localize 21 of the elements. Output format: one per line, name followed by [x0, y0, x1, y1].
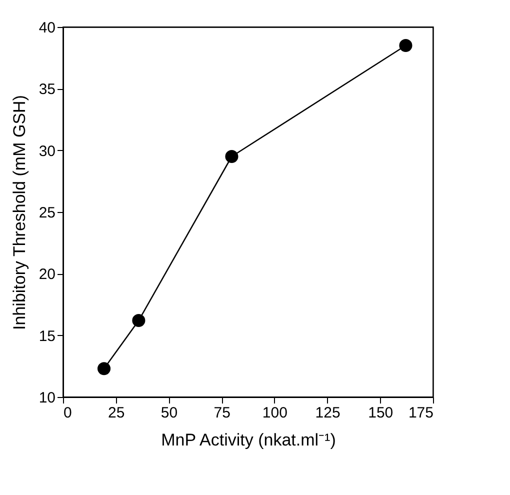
- y-tick-label: 35: [38, 81, 56, 98]
- point: [132, 314, 146, 328]
- y-tick-label: 40: [38, 20, 56, 36]
- x-tick-label: 150: [368, 404, 394, 422]
- x-axis-title: MnP Activity (nkat.ml⁻¹): [161, 430, 336, 450]
- y-tick-label: 15: [38, 328, 56, 345]
- y-tick-label: 30: [38, 142, 56, 160]
- point: [98, 362, 111, 376]
- x-tick-label: 75: [214, 404, 230, 422]
- x-tick-label: 125: [315, 404, 340, 422]
- y-tick-label: 25: [38, 204, 56, 222]
- x-tick-label: 50: [160, 404, 178, 422]
- x-tick-label: 100: [262, 404, 288, 422]
- y-tick-label: 20: [38, 266, 56, 284]
- point: [399, 38, 412, 52]
- point: [225, 150, 238, 164]
- x-tick-label: 175: [408, 404, 434, 422]
- y-axis-title: Inhibitory Threshold (mM GSH): [10, 95, 29, 330]
- x-tick-label: 0: [64, 404, 72, 422]
- y-tick-label: 10: [38, 390, 56, 406]
- x-tick-label: 25: [108, 404, 125, 422]
